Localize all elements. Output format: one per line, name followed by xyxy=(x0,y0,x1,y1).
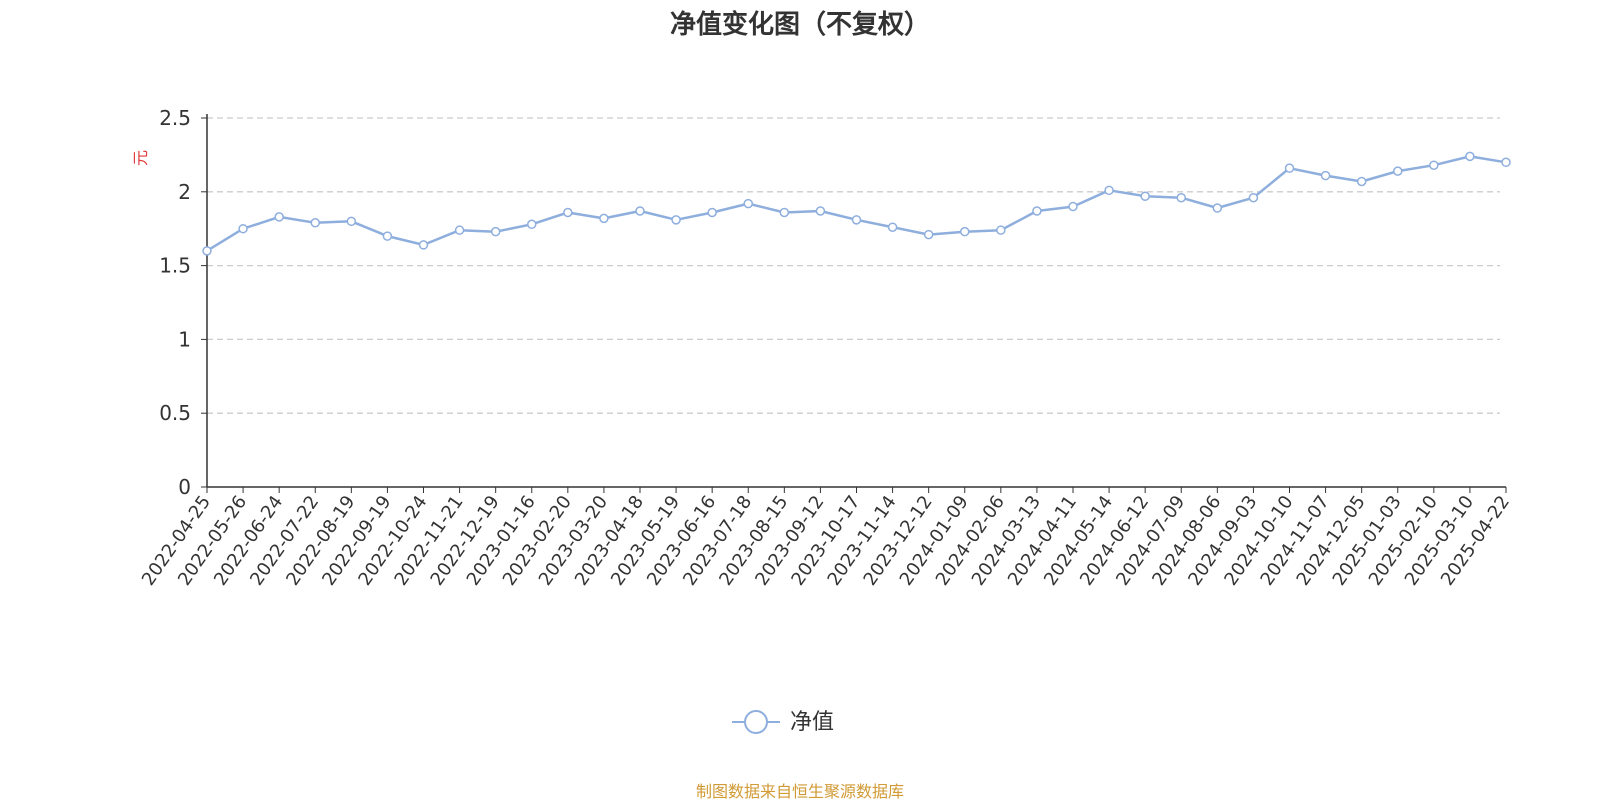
data-point xyxy=(1032,206,1042,216)
y-axis-ticks: 0 0.5 1 1.5 2 2.5 xyxy=(159,106,207,499)
data-point xyxy=(1068,201,1078,212)
data-point xyxy=(563,207,573,218)
data-point xyxy=(238,223,248,234)
data-point xyxy=(743,198,753,209)
legend-circle-icon xyxy=(744,710,768,734)
data-point xyxy=(1212,203,1223,213)
data-point xyxy=(1284,163,1295,173)
data-point xyxy=(960,226,970,237)
data-point xyxy=(815,206,826,216)
y-tick-label: 2 xyxy=(178,180,191,204)
data-point xyxy=(202,246,212,256)
series-markers xyxy=(202,151,1511,256)
data-point xyxy=(310,218,320,228)
data-point xyxy=(1320,170,1331,181)
chart-title: 净值变化图（不复权） xyxy=(669,10,930,40)
data-point xyxy=(996,225,1006,235)
data-point xyxy=(346,216,357,227)
data-point xyxy=(923,229,934,240)
data-point xyxy=(1140,191,1150,201)
x-axis-ticks: 2022-04-252022-05-262022-06-242022-07-22… xyxy=(138,487,1514,590)
data-point xyxy=(490,226,501,237)
data-point xyxy=(707,207,717,218)
data-point xyxy=(1465,151,1475,162)
data-point xyxy=(1176,192,1186,203)
data-point xyxy=(418,240,429,250)
data-point xyxy=(1429,160,1439,170)
data-point xyxy=(527,219,537,230)
data-point xyxy=(1356,176,1367,187)
data-point xyxy=(1393,166,1403,176)
data-point xyxy=(671,215,681,225)
source-note: 制图数据来自恒生聚源数据库 xyxy=(695,782,904,801)
grid-lines xyxy=(207,117,1500,414)
legend-label: 净值 xyxy=(790,710,834,735)
y-tick-label: 1 xyxy=(178,327,191,351)
y-tick-label: 2.5 xyxy=(159,106,191,130)
y-tick-label: 0.5 xyxy=(159,401,191,425)
data-point xyxy=(382,231,393,241)
data-point xyxy=(635,206,645,216)
y-axis-unit: 元 xyxy=(131,150,150,166)
data-point xyxy=(1501,157,1511,168)
data-point xyxy=(1248,192,1259,203)
series-line-nav xyxy=(206,155,1507,252)
data-point xyxy=(851,215,862,225)
data-point xyxy=(454,225,465,235)
y-tick-label: 0 xyxy=(178,475,191,499)
data-point xyxy=(1104,185,1114,196)
data-point xyxy=(599,213,609,224)
data-point xyxy=(779,207,790,218)
legend[interactable]: 净值 xyxy=(732,710,834,735)
data-point xyxy=(887,222,898,232)
y-tick-label: 1.5 xyxy=(159,254,191,278)
data-point xyxy=(274,212,284,222)
